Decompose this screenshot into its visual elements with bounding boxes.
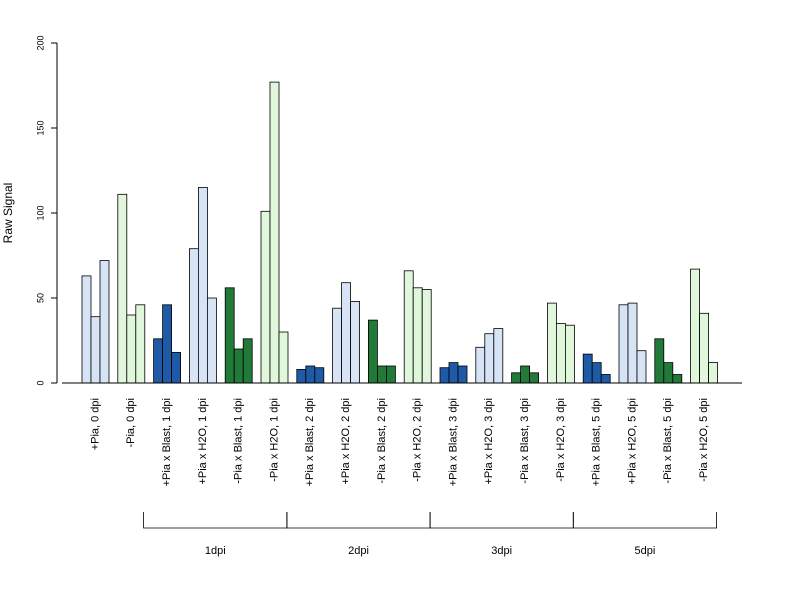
group-label: 1dpi [205,545,226,557]
y-tick-label: 50 [35,293,45,303]
bar-18-2 [699,312,709,384]
y-tick-label: 100 [35,205,45,220]
bar-5-2 [233,348,244,384]
group-label: 2dpi [348,545,369,557]
category-label: +Pia x H2O, 1 dpi [197,398,209,485]
category-label: +Pia x Blast, 5 dpi [591,398,603,486]
category-label: -Pia x Blast, 1 dpi [233,398,245,484]
group-brackets: 1dpi 2dpi 3dpi 5dpi [143,512,717,557]
bar-16-2 [627,302,638,384]
bar-6-2 [269,81,280,384]
bar-1-3 [99,260,110,384]
bar-13-2 [520,365,530,384]
y-tick-label: 0 [35,380,45,385]
bar-13-1 [511,372,522,384]
bar-15-3 [600,374,611,384]
category-labels: +Pia, 0 dpi -Pia, 0 dpi +Pia x Blast, 1 dp… [89,398,710,486]
bar-1-1 [81,275,92,384]
category-label: +Pia x Blast, 2 dpi [304,398,316,486]
bar-5-3 [242,338,253,384]
y-tick-label: 200 [35,35,45,50]
bar-7-2 [305,365,316,384]
category-label: -Pia x Blast, 3 dpi [519,398,531,484]
category-label: +Pia, 0 dpi [89,398,101,450]
category-label: -Pia x H2O, 3 dpi [555,398,567,482]
group-bracket-4 [572,512,717,529]
bar-2-2 [126,314,137,384]
bar-15-2 [591,362,602,384]
bar-10-1 [403,270,414,384]
category-label: +Pia x H2O, 5 dpi [626,398,638,485]
bar-12-3 [493,328,504,384]
bar-10-2 [412,287,423,384]
y-tick-label: 150 [35,120,45,135]
bar-13-3 [529,372,539,384]
bar-11-1 [439,367,450,384]
group-bracket-3 [429,512,574,529]
bar-3-1 [153,338,164,384]
bar-14-1 [547,302,557,384]
bar-15-1 [582,353,593,384]
bar-3-2 [162,304,173,384]
category-label: -Pia x Blast, 2 dpi [376,398,388,484]
category-label: +Pia x Blast, 1 dpi [161,398,173,486]
bar-9-3 [385,365,396,384]
bar-8-1 [332,307,343,384]
bar-14-2 [556,323,566,384]
category-label: +Pia x Blast, 3 dpi [447,398,459,486]
bar-11-3 [457,365,468,384]
bar-17-2 [663,362,674,384]
y-axis: 0 50 100 150 200 [35,35,58,386]
bar-8-3 [350,300,361,384]
category-label: -Pia x H2O, 1 dpi [268,398,280,482]
bar-18-3 [708,362,718,384]
bar-12-1 [475,346,486,384]
category-label: -Pia x Blast, 5 dpi [662,398,674,484]
category-label: -Pia x H2O, 5 dpi [698,398,710,482]
bar-14-3 [565,324,575,384]
bar-10-3 [421,289,432,384]
bar-6-3 [278,331,289,384]
group-label: 3dpi [491,545,512,557]
bar-8-2 [341,282,352,384]
bar-6-1 [260,210,271,384]
bar-4-2 [197,187,208,384]
bar-2-1 [117,193,128,384]
group-label: 5dpi [635,545,656,557]
bar-17-3 [672,374,683,384]
bar-7-3 [314,367,325,384]
group-bracket-1 [143,512,288,529]
bar-9-2 [376,365,387,384]
bar-9-1 [367,319,378,384]
bar-2-3 [135,304,146,384]
bar-4-1 [188,248,199,384]
bar-7-1 [296,368,307,384]
bar-12-2 [484,333,495,384]
bars-layer [81,81,718,384]
bar-3-3 [171,351,182,384]
bar-11-2 [448,362,459,384]
category-label: +Pia x H2O, 2 dpi [340,398,352,485]
bar-16-1 [618,304,629,384]
bar-5-1 [224,287,235,384]
bar-18-1 [690,268,700,384]
category-label: -Pia, 0 dpi [125,398,137,448]
y-axis-label: Raw Signal [1,183,15,244]
bar-16-3 [636,350,647,384]
category-label: -Pia x H2O, 2 dpi [412,398,424,482]
bar-17-1 [654,338,665,384]
bar-1-2 [90,316,101,384]
category-label: +Pia x H2O, 3 dpi [483,398,495,485]
bar-4-3 [206,297,217,384]
group-bracket-2 [286,512,431,529]
